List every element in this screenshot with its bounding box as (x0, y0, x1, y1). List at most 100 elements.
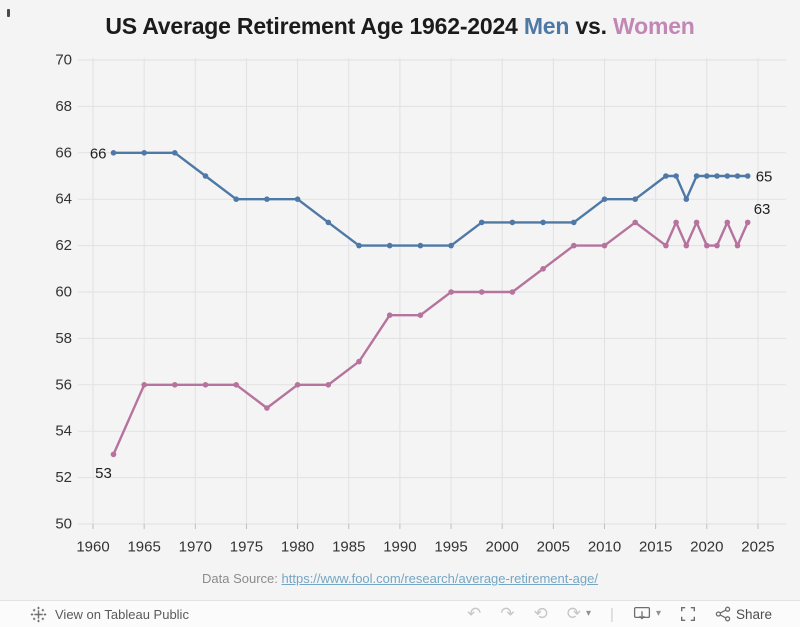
toolbar-divider: | (610, 605, 614, 623)
data-point-men[interactable] (683, 196, 690, 202)
data-point-women[interactable] (202, 382, 209, 388)
chart-title-men: Men (523, 13, 570, 39)
y-axis-tick-label: 64 (55, 191, 72, 208)
y-axis-tick-label: 68 (55, 98, 72, 115)
data-point-women[interactable] (294, 382, 301, 388)
x-axis-tick-label: 2005 (537, 539, 570, 556)
fullscreen-icon (680, 606, 696, 622)
data-point-women[interactable] (141, 382, 147, 388)
data-point-men[interactable] (110, 150, 117, 156)
y-axis-tick-label: 70 (55, 52, 72, 69)
data-point-women[interactable] (509, 289, 516, 295)
share-button[interactable]: Share (715, 606, 772, 622)
fullscreen-button[interactable] (680, 606, 696, 622)
tableau-toolbar: View on Tableau Public ↶ ↷ ⟲ ⟳ ▾ | (0, 600, 800, 627)
view-on-tableau-public-label: View on Tableau Public (55, 606, 189, 622)
data-point-women[interactable] (673, 219, 679, 226)
data-point-women[interactable] (386, 312, 393, 319)
redo-icon: ↷ (500, 603, 515, 624)
data-point-women[interactable] (601, 242, 608, 249)
data-point-women[interactable] (714, 242, 720, 249)
download-icon (633, 606, 651, 622)
data-point-women[interactable] (478, 289, 485, 295)
data-point-women[interactable] (683, 242, 690, 249)
x-axis-tick-label: 2000 (486, 539, 519, 556)
x-axis-tick-label: 1975 (230, 539, 263, 556)
data-point-men[interactable] (734, 173, 741, 179)
data-point-men[interactable] (663, 173, 669, 179)
data-point-men[interactable] (356, 242, 362, 249)
chart-title-separator: vs. (569, 13, 614, 39)
redo-button[interactable]: ↷ (500, 603, 515, 624)
data-point-women[interactable] (233, 382, 239, 388)
data-point-men[interactable] (202, 173, 209, 179)
y-axis-tick-label: 52 (55, 469, 72, 486)
y-axis-tick-label: 56 (55, 376, 72, 393)
x-axis-tick-label: 1960 (76, 539, 109, 556)
data-point-men[interactable] (673, 173, 679, 179)
data-point-women[interactable] (540, 266, 546, 272)
value-annotation-women: 63 (754, 201, 771, 218)
data-point-women[interactable] (744, 219, 751, 226)
data-point-men[interactable] (704, 173, 710, 179)
chevron-down-icon: ▾ (655, 608, 661, 619)
data-point-men[interactable] (294, 196, 301, 202)
reset-button[interactable]: ⟲ (533, 603, 548, 624)
data-source-link[interactable]: https://www.fool.com/research/average-re… (281, 571, 598, 586)
data-point-men[interactable] (571, 219, 577, 226)
data-point-men[interactable] (724, 173, 731, 179)
replay-icon: ⟲ (533, 603, 548, 624)
y-axis-tick-label: 58 (55, 330, 72, 347)
undo-icon: ↶ (467, 603, 482, 624)
data-point-women[interactable] (417, 312, 424, 319)
x-axis-tick-label: 2015 (639, 539, 672, 556)
data-point-women[interactable] (734, 242, 741, 249)
data-point-men[interactable] (172, 150, 178, 156)
data-point-women[interactable] (663, 242, 669, 249)
data-point-women[interactable] (448, 289, 454, 295)
data-point-men[interactable] (417, 242, 424, 249)
data-point-men[interactable] (509, 219, 516, 226)
y-axis-tick-label: 54 (55, 423, 72, 440)
chart-title-women: Women (613, 13, 695, 39)
x-axis-tick-label: 1985 (332, 539, 365, 556)
x-axis-tick-label: 2010 (588, 539, 621, 556)
x-axis-tick-label: 1980 (281, 539, 314, 556)
data-point-women[interactable] (356, 358, 362, 365)
data-point-women[interactable] (571, 242, 577, 249)
download-button[interactable]: ▾ (633, 606, 661, 622)
data-point-men[interactable] (448, 242, 454, 249)
data-point-women[interactable] (632, 219, 638, 226)
data-point-men[interactable] (632, 196, 638, 202)
data-source-label: Data Source: (202, 571, 282, 586)
retirement-age-line-chart[interactable]: 50 52 54 56 58 60 62 64 66 68 70 1960 1965 1970 1975 19… (0, 0, 800, 599)
data-point-men[interactable] (478, 219, 485, 226)
data-point-women[interactable] (724, 219, 731, 226)
view-on-tableau-public[interactable]: View on Tableau Public (30, 606, 189, 623)
data-point-men[interactable] (141, 150, 147, 156)
data-point-men[interactable] (693, 173, 700, 179)
data-point-women[interactable] (704, 242, 710, 249)
auto-update-button[interactable]: ⟳ ▾ (567, 605, 592, 623)
x-axis-tick-label: 1970 (179, 539, 212, 556)
data-point-women[interactable] (172, 382, 178, 388)
data-point-men[interactable] (233, 196, 239, 202)
data-point-men[interactable] (714, 173, 720, 179)
data-point-men[interactable] (601, 196, 608, 202)
undo-button[interactable]: ↶ (467, 603, 482, 624)
tableau-logo-icon (30, 606, 47, 623)
x-axis-tick-label: 2025 (741, 539, 774, 556)
data-point-men[interactable] (386, 242, 393, 249)
chart-title-prefix: US Average Retirement Age 1962-2024 (105, 13, 524, 39)
value-annotation-men: 65 (756, 169, 773, 186)
data-point-women[interactable] (325, 382, 332, 388)
data-point-men[interactable] (264, 196, 270, 202)
chevron-down-icon: ▾ (586, 608, 592, 619)
data-point-women[interactable] (693, 219, 700, 226)
data-point-women[interactable] (264, 405, 270, 411)
data-point-men[interactable] (744, 173, 751, 179)
data-point-women[interactable] (110, 451, 117, 458)
data-point-men[interactable] (325, 219, 332, 226)
data-point-men[interactable] (540, 219, 546, 226)
